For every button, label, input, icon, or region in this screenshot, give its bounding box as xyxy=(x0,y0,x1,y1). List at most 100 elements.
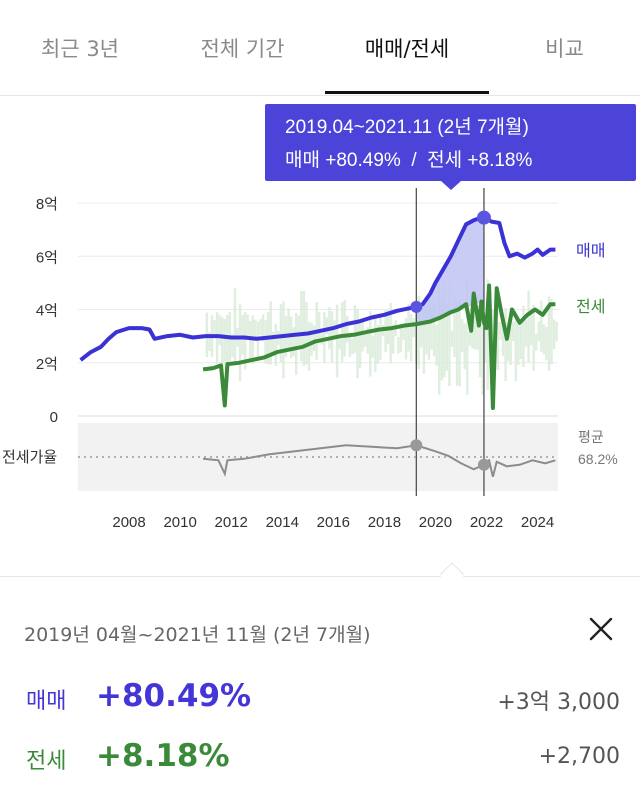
y-axis-labels: 0 2억 4억 6억 8억 xyxy=(36,196,58,426)
volume-bar xyxy=(412,318,415,338)
volume-bar xyxy=(512,321,515,341)
volume-bar xyxy=(292,327,295,357)
volume-bar xyxy=(476,305,479,350)
volume-bar xyxy=(208,332,211,351)
series-line-jeonse-ratio xyxy=(203,444,556,478)
marker-sale-end xyxy=(476,210,491,225)
volume-bar xyxy=(397,337,400,354)
tooltip-pointer xyxy=(441,181,461,190)
volume-bar xyxy=(478,299,482,378)
close-button[interactable] xyxy=(584,612,618,646)
volume-bar xyxy=(499,322,502,340)
volume-bar xyxy=(448,276,451,387)
volume-bar xyxy=(427,294,431,360)
tab-recent-3y[interactable]: 최근 3년 xyxy=(41,37,119,61)
volume-bar xyxy=(287,308,290,350)
volume-bar xyxy=(369,311,372,377)
detail-sale-label: 매매 xyxy=(26,689,67,714)
series-label-jeonse: 전세 xyxy=(576,298,605,316)
volume-bar xyxy=(438,275,441,395)
ratio-average-label: 평균 xyxy=(578,429,604,445)
detail-jeonse-pct: +8.18% xyxy=(96,738,230,774)
section-divider xyxy=(0,576,640,577)
volume-bar xyxy=(302,291,306,366)
volume-bar xyxy=(335,304,339,378)
x-tick-label: 2014 xyxy=(266,514,299,531)
volume-bar xyxy=(295,312,298,376)
tab-compare[interactable]: 비교 xyxy=(545,37,584,61)
volume-bar xyxy=(361,321,364,352)
volume-bar xyxy=(264,320,267,364)
volume-bar xyxy=(402,327,405,341)
x-tick-label: 2010 xyxy=(163,514,196,531)
detail-sale-pct: +80.49% xyxy=(96,678,252,714)
volume-bar xyxy=(358,323,362,369)
volume-bar xyxy=(282,301,285,379)
tooltip-box xyxy=(265,104,636,181)
volume-bar xyxy=(458,300,461,387)
volume-bar xyxy=(351,338,354,355)
tooltip: 2019.04~2021.11 (2년 7개월) 매매 +80.49% / 전세… xyxy=(265,104,636,190)
marker-sale-start xyxy=(410,300,423,313)
volume-bar xyxy=(532,304,535,372)
volume-bar xyxy=(542,324,546,355)
volume-bar xyxy=(259,318,262,336)
volume-bar xyxy=(376,325,380,364)
volume-bar xyxy=(473,312,477,350)
volume-bar xyxy=(261,314,265,342)
volume-bar xyxy=(269,301,272,365)
volume-bar xyxy=(483,313,487,363)
y-tick-label: 6억 xyxy=(36,249,58,266)
volume-bar xyxy=(241,315,244,355)
volume-bar xyxy=(218,314,221,346)
volume-bar xyxy=(213,320,216,337)
volume-bar xyxy=(318,311,321,341)
x-tick-label: 2016 xyxy=(317,514,350,531)
volume-bar xyxy=(371,335,375,358)
marker-ratio-end xyxy=(477,458,490,471)
volume-bar xyxy=(238,304,242,382)
detail-range: 2019년 04월~2021년 11월 (2년 7개월) xyxy=(24,624,371,646)
volume-bar xyxy=(471,317,474,349)
volume-bar xyxy=(312,325,316,352)
close-icon xyxy=(589,617,613,641)
volume-bar xyxy=(466,276,469,395)
volume-bar xyxy=(463,323,466,370)
y-tick-label: 4억 xyxy=(36,303,58,320)
tooltip-changes: 매매 +80.49% / 전세 +8.18% xyxy=(285,149,532,171)
volume-bar xyxy=(348,334,352,358)
volume-bar xyxy=(333,320,336,340)
marker-ratio-start xyxy=(410,439,423,452)
volume-bar xyxy=(455,301,459,386)
volume-bar xyxy=(374,318,377,372)
volume-bar xyxy=(504,308,507,382)
volume-bar xyxy=(460,319,464,353)
volume-bar xyxy=(425,309,428,355)
volume-bar xyxy=(356,309,359,379)
selection-fill-area xyxy=(416,217,484,325)
volume-bar xyxy=(389,303,392,364)
volume-bar xyxy=(435,324,438,366)
volume-bar xyxy=(399,328,403,353)
x-tick-label: 2008 xyxy=(112,514,145,531)
tab-all-period[interactable]: 전체 기간 xyxy=(200,37,285,61)
volume-bar xyxy=(486,279,489,390)
volume-bar xyxy=(422,301,426,374)
volume-bar xyxy=(338,337,341,350)
volume-bar xyxy=(243,312,247,370)
volume-bar xyxy=(535,333,538,351)
volume-bar xyxy=(552,319,556,350)
volume-bar xyxy=(468,331,472,346)
selection-markers[interactable] xyxy=(410,210,491,471)
volume-bar xyxy=(366,327,369,354)
volume-bar xyxy=(363,331,367,347)
volume-bar xyxy=(231,334,234,358)
volume-bar xyxy=(289,316,293,359)
x-tick-label: 2020 xyxy=(419,514,452,531)
ratio-axis-label: 전세가율 xyxy=(2,449,57,466)
tab-sale-jeonse[interactable]: 매매/전세 xyxy=(364,37,450,61)
volume-bar xyxy=(220,317,224,374)
detail-pointer xyxy=(439,562,465,588)
volume-bar xyxy=(249,321,252,363)
